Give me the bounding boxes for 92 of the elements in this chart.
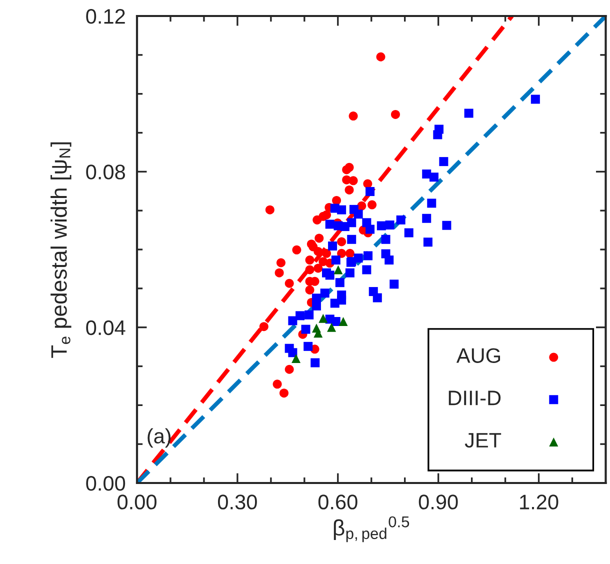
point xyxy=(530,94,540,104)
point xyxy=(331,256,340,265)
point xyxy=(344,162,354,172)
x-tick-label: 1.20 xyxy=(520,494,558,510)
point xyxy=(376,52,386,62)
x-axis-title: β$_{p,ped}$$^{0.5}$ xyxy=(334,516,410,542)
point xyxy=(337,248,346,258)
point xyxy=(312,301,321,310)
y-tick-label: 0.04 xyxy=(86,320,126,336)
point xyxy=(429,172,438,182)
point xyxy=(363,179,372,188)
point xyxy=(347,218,356,228)
point xyxy=(305,285,314,294)
point xyxy=(345,248,354,258)
x-tick-label: 0.00 xyxy=(118,494,156,510)
point xyxy=(305,256,314,265)
point xyxy=(276,258,286,268)
point xyxy=(265,205,274,214)
point xyxy=(439,157,448,166)
point xyxy=(348,112,358,121)
y-axis-title: T$_{e}$ pedestal width [ψ$_{N}$] xyxy=(50,142,72,358)
point xyxy=(335,278,344,288)
point xyxy=(259,322,268,332)
point xyxy=(272,380,282,389)
point xyxy=(279,388,288,398)
point xyxy=(423,238,432,247)
y-tick-label: 0.12 xyxy=(86,9,125,24)
legend-label: DIII-D xyxy=(448,390,501,406)
point xyxy=(305,265,314,274)
point xyxy=(347,234,356,244)
point xyxy=(345,268,354,278)
point xyxy=(322,248,332,258)
point xyxy=(376,221,386,230)
point xyxy=(368,200,377,210)
point xyxy=(296,311,305,320)
point xyxy=(274,268,284,278)
point xyxy=(331,317,340,326)
point xyxy=(292,354,301,363)
point xyxy=(310,358,320,368)
point xyxy=(390,280,399,289)
legend-label: JET xyxy=(464,433,502,448)
point xyxy=(396,215,406,224)
y-tick-label: 0.00 xyxy=(86,476,126,491)
point xyxy=(381,234,390,244)
point xyxy=(292,245,302,254)
point xyxy=(427,198,436,208)
point xyxy=(320,288,330,298)
point xyxy=(334,221,343,230)
point xyxy=(372,293,382,302)
point xyxy=(464,108,474,118)
point xyxy=(330,298,340,308)
point xyxy=(288,316,298,326)
point xyxy=(422,214,432,223)
point xyxy=(385,220,394,230)
x-tick-label: 0.30 xyxy=(218,494,257,510)
point xyxy=(337,205,346,214)
point xyxy=(304,310,314,320)
point xyxy=(442,220,452,230)
annotation: (a) xyxy=(148,428,171,448)
legend-label: AUG xyxy=(456,348,500,363)
point xyxy=(384,256,394,265)
point xyxy=(288,348,298,358)
point xyxy=(433,130,442,140)
point xyxy=(404,228,414,238)
point xyxy=(366,224,375,234)
point xyxy=(332,196,342,205)
point xyxy=(284,278,294,288)
point xyxy=(390,110,400,119)
point xyxy=(364,251,373,260)
x-tick-label: 0.90 xyxy=(418,494,458,510)
point xyxy=(301,324,310,334)
point xyxy=(314,246,323,256)
point xyxy=(314,234,324,243)
point xyxy=(325,220,334,229)
point xyxy=(304,342,313,351)
point xyxy=(338,317,348,326)
point xyxy=(314,264,323,273)
point xyxy=(334,265,343,274)
point xyxy=(328,242,338,251)
point xyxy=(337,237,346,246)
x-tick-label: 0.60 xyxy=(318,494,358,510)
point xyxy=(366,187,375,196)
point xyxy=(318,314,328,323)
point xyxy=(344,185,354,194)
point xyxy=(327,322,336,332)
point xyxy=(284,364,294,374)
point xyxy=(325,270,334,280)
point xyxy=(348,176,358,186)
point xyxy=(354,210,363,219)
point xyxy=(362,265,372,274)
point xyxy=(312,215,322,224)
y-tick-label: 0.08 xyxy=(86,164,125,180)
